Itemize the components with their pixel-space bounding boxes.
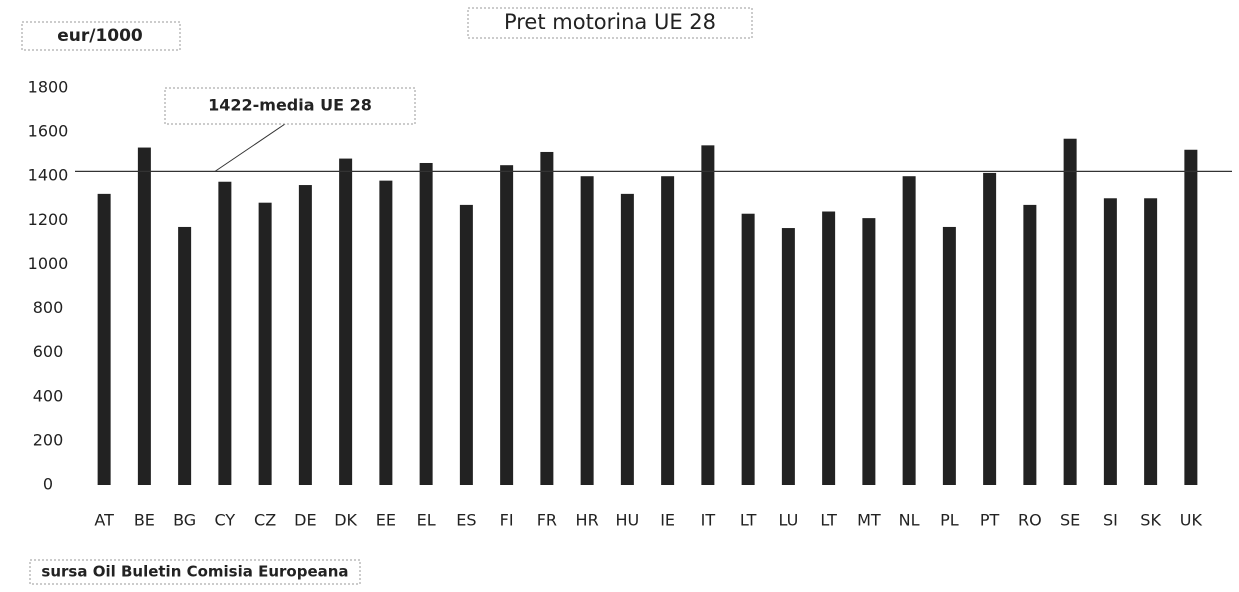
y-tick-label: 200	[33, 430, 64, 449]
x-tick-label: LU	[778, 511, 798, 530]
bar	[701, 145, 715, 485]
source-box	[29, 559, 361, 585]
bar	[902, 176, 916, 485]
x-tick-label: BE	[134, 511, 155, 530]
bar	[540, 151, 554, 485]
bar	[1103, 198, 1117, 485]
x-tick-label: CY	[215, 511, 236, 530]
bar	[741, 213, 755, 485]
y-tick-label: 600	[33, 342, 64, 361]
bar	[1063, 138, 1077, 485]
x-tick-label: HR	[576, 511, 599, 530]
x-tick-label: SK	[1140, 511, 1161, 530]
x-tick-label: EE	[376, 511, 396, 530]
x-tick-label: SI	[1103, 511, 1118, 530]
x-tick-label: LT	[820, 511, 837, 530]
y-axis-label: eur/1000	[57, 26, 143, 46]
bar	[218, 181, 232, 485]
x-tick-label: IT	[701, 511, 716, 530]
x-tick-label: NL	[899, 511, 920, 530]
annotation-box	[164, 87, 416, 125]
y-tick-label: 800	[33, 298, 64, 317]
bar	[339, 158, 353, 486]
x-tick-label: PT	[980, 511, 1000, 530]
bar	[620, 193, 634, 485]
x-tick-label: HU	[616, 511, 640, 530]
x-tick-label: EL	[417, 511, 436, 530]
y-label-box	[21, 21, 181, 51]
source: sursa Oil Buletin Comisia Europeana	[41, 563, 348, 581]
bar	[1144, 198, 1158, 485]
annotation-arrow	[214, 123, 286, 172]
y-tick-label: 400	[33, 386, 64, 405]
bar	[862, 218, 876, 485]
y-tick-label: 1600	[28, 122, 69, 141]
x-tick-label: MT	[857, 511, 881, 530]
bar	[258, 202, 272, 485]
x-tick-label: PL	[940, 511, 959, 530]
bar	[822, 211, 836, 485]
bar	[983, 172, 997, 486]
bar	[419, 162, 433, 485]
bar	[97, 193, 111, 485]
x-tick-label: ES	[456, 511, 476, 530]
x-tick-label: FR	[537, 511, 557, 530]
bar	[661, 176, 675, 485]
bar	[178, 226, 192, 485]
x-tick-label: RO	[1018, 511, 1042, 530]
x-tick-label: LT	[740, 511, 757, 530]
title-box	[467, 7, 753, 39]
annotation: 1422-media UE 28	[208, 96, 372, 115]
y-tick-label: 1400	[28, 166, 69, 185]
y-tick-label: 0	[43, 475, 53, 494]
x-tick-label: SE	[1060, 511, 1080, 530]
chart-title: Pret motorina UE 28	[504, 10, 716, 34]
bar	[942, 226, 956, 485]
x-tick-label: DE	[294, 511, 316, 530]
bar	[1184, 149, 1198, 485]
bar	[580, 176, 594, 485]
bar	[781, 228, 795, 485]
bar	[459, 204, 473, 485]
x-tick-label: FI	[500, 511, 514, 530]
x-tick-label: BG	[173, 511, 196, 530]
x-tick-label: AT	[94, 511, 114, 530]
y-tick-label: 1200	[28, 210, 69, 229]
bar	[1023, 204, 1037, 485]
bar	[298, 185, 312, 486]
y-tick-label: 1800	[28, 78, 69, 97]
x-tick-label: DK	[334, 511, 357, 530]
x-tick-label: UK	[1180, 511, 1203, 530]
bar	[379, 180, 393, 485]
y-tick-label: 1000	[28, 254, 69, 273]
bar	[500, 165, 514, 485]
x-tick-label: CZ	[254, 511, 276, 530]
x-tick-label: IE	[660, 511, 675, 530]
bar	[137, 147, 151, 486]
